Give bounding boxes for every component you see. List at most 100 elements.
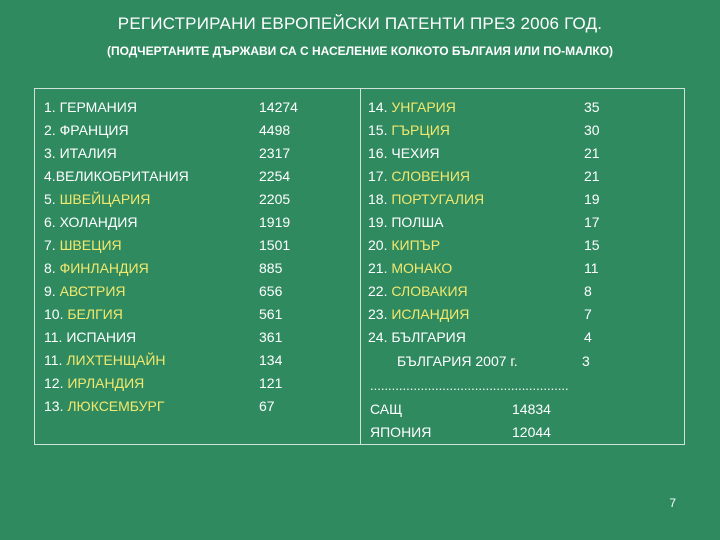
rank-number: 12.	[44, 375, 68, 391]
right-value-8: 8	[584, 283, 592, 299]
rank-number: 8.	[44, 260, 60, 276]
left-value-10: 361	[259, 329, 283, 345]
dotted-separator: ........................................…	[370, 378, 569, 393]
right-value-2: 21	[584, 145, 600, 161]
country-name: ПОЛША	[391, 214, 444, 230]
right-value-7: 11	[584, 260, 599, 276]
country-name: ИСПАНИЯ	[66, 329, 137, 345]
right-country-1: 15. ГЪРЦИЯ	[368, 121, 450, 139]
country-name: ЛЮКСЕМБУРГ	[67, 398, 165, 414]
rank-number: 5.	[44, 191, 60, 207]
left-country-10: 11. ИСПАНИЯ	[44, 328, 136, 346]
bulgaria-2007-value: 3	[582, 353, 590, 369]
right-value-1: 30	[584, 122, 600, 138]
rank-number: 14.	[368, 99, 392, 115]
bulgaria-2007-label: БЪЛГАРИЯ 2007 г.	[397, 353, 518, 369]
rank-number: 6.	[44, 214, 60, 230]
left-value-0: 14274	[259, 99, 298, 115]
country-name: ФИНЛАНДИЯ	[59, 260, 149, 276]
right-country-5: 19. ПОЛША	[368, 213, 444, 231]
left-country-1: 2. ФРАНЦИЯ	[44, 121, 129, 139]
rank-number: 22.	[368, 283, 392, 299]
rank-number: 20.	[368, 237, 392, 253]
rank-number: 19.	[368, 214, 392, 230]
others-name-1: ЯПОНИЯ	[370, 424, 432, 440]
country-name: ВЕЛИКОБРИТАНИЯ	[55, 168, 189, 184]
left-value-3: 2254	[259, 168, 291, 184]
country-name: УНГАРИЯ	[391, 99, 456, 115]
country-name: АВСТРИЯ	[59, 283, 126, 299]
rank-number: 2.	[44, 122, 60, 138]
country-name: ЧЕХИЯ	[391, 145, 440, 161]
country-name: КИПЪР	[391, 237, 441, 253]
left-country-4: 5. ШВЕЙЦАРИЯ	[44, 190, 150, 208]
others-value-0: 14834	[512, 401, 551, 417]
right-value-3: 21	[584, 168, 600, 184]
others-value-1: 12044	[512, 424, 551, 440]
table-frame	[34, 88, 685, 445]
country-name: ЛИХТЕНЩАЙН	[66, 352, 166, 368]
rank-number: 13.	[44, 398, 68, 414]
left-country-8: 9. АВСТРИЯ	[44, 282, 126, 300]
country-name: ИРЛАНДИЯ	[67, 375, 145, 391]
left-country-2: 3. ИТАЛИЯ	[44, 144, 117, 162]
left-country-13: 13. ЛЮКСЕМБУРГ	[44, 397, 164, 415]
right-value-0: 35	[584, 99, 600, 115]
rank-number: 23.	[368, 306, 392, 322]
rank-number: 18.	[368, 191, 392, 207]
country-name: МОНАКО	[391, 260, 453, 276]
rank-number: 3.	[44, 145, 60, 161]
right-country-10: 24. БЪЛГАРИЯ	[368, 328, 466, 346]
left-value-2: 2317	[259, 145, 291, 161]
country-name: СЛОВАКИЯ	[391, 283, 468, 299]
page-number: 7	[669, 496, 676, 510]
right-value-10: 4	[584, 329, 592, 345]
right-value-9: 7	[584, 306, 592, 322]
rank-number: 16.	[368, 145, 392, 161]
left-value-11: 134	[259, 352, 283, 368]
rank-number: 21.	[368, 260, 392, 276]
country-name: ШВЕЙЦАРИЯ	[59, 191, 151, 207]
country-name: ФРАНЦИЯ	[59, 122, 129, 138]
left-country-7: 8. ФИНЛАНДИЯ	[44, 259, 149, 277]
left-value-1: 4498	[259, 122, 291, 138]
left-value-13: 67	[259, 398, 275, 414]
rank-number: 11.	[44, 352, 67, 368]
slide-title: РЕГИСТРИРАНИ ЕВРОПЕЙСКИ ПАТЕНТИ ПРЕЗ 200…	[117, 14, 603, 33]
left-country-3: 4.ВЕЛИКОБРИТАНИЯ	[44, 167, 189, 185]
right-value-5: 17	[584, 214, 600, 230]
left-country-6: 7. ШВЕЦИЯ	[44, 236, 122, 254]
country-name: БЕЛГИЯ	[67, 306, 123, 322]
rank-number: 15.	[368, 122, 392, 138]
right-value-6: 15	[584, 237, 600, 253]
left-value-6: 1501	[259, 237, 291, 253]
country-name: СЛОВЕНИЯ	[391, 168, 471, 184]
right-country-2: 16. ЧЕХИЯ	[368, 144, 440, 162]
right-country-9: 23. ИСЛАНДИЯ	[368, 305, 469, 323]
others-name-0: САЩ	[370, 401, 403, 417]
column-divider	[360, 88, 361, 445]
country-name: БЪЛГАРИЯ	[391, 329, 466, 345]
right-country-8: 22. СЛОВАКИЯ	[368, 282, 468, 300]
left-country-9: 10. БЕЛГИЯ	[44, 305, 123, 323]
right-value-4: 19	[584, 191, 600, 207]
right-country-0: 14. УНГАРИЯ	[368, 98, 456, 116]
left-value-12: 121	[259, 375, 283, 391]
right-country-4: 18. ПОРТУГАЛИЯ	[368, 190, 484, 208]
left-value-8: 656	[259, 283, 283, 299]
right-country-6: 20. КИПЪР	[368, 236, 440, 254]
rank-number: 17.	[368, 168, 392, 184]
country-name: ШВЕЦИЯ	[59, 237, 122, 253]
right-country-7: 21. МОНАКО	[368, 259, 452, 277]
left-country-0: 1. ГЕРМАНИЯ	[44, 98, 137, 116]
rank-number: 10.	[44, 306, 68, 322]
left-value-4: 2205	[259, 191, 291, 207]
rank-number: 4.	[44, 168, 56, 184]
rank-number: 11.	[44, 329, 67, 345]
rank-number: 1.	[44, 99, 60, 115]
country-name: ИСЛАНДИЯ	[391, 306, 470, 322]
rank-number: 9.	[44, 283, 60, 299]
left-value-9: 561	[259, 306, 283, 322]
country-name: ГЪРЦИЯ	[391, 122, 450, 138]
left-country-12: 12. ИРЛАНДИЯ	[44, 374, 144, 392]
